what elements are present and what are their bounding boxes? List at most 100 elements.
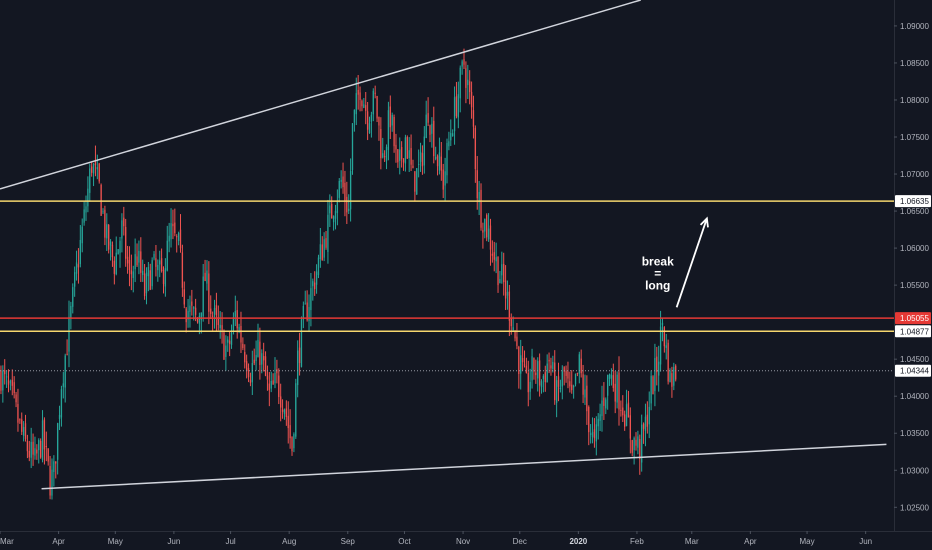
time-tick-label: May [799, 537, 814, 546]
annotation-long: long [645, 278, 670, 292]
candle-body [60, 389, 63, 418]
candle-body [599, 414, 601, 421]
candle [351, 123, 354, 175]
candle-body [523, 364, 526, 366]
candle [667, 339, 669, 385]
candle-body [421, 153, 424, 167]
candle [225, 335, 227, 371]
candle-body [578, 354, 580, 374]
candle [608, 373, 611, 386]
candle-body [51, 469, 53, 496]
price-tick-label: 1.02500 [900, 503, 929, 512]
candle-body [620, 409, 622, 411]
candle [270, 371, 272, 393]
candle [283, 408, 286, 420]
candle [455, 81, 458, 119]
candle [389, 95, 391, 139]
candle [170, 208, 172, 248]
time-tick-label: 2020 [569, 537, 587, 546]
candle [406, 135, 408, 159]
candle-body [646, 414, 649, 427]
candle-body [143, 273, 146, 297]
candle [302, 301, 305, 329]
candle-body [452, 133, 454, 137]
candle-body [315, 271, 318, 285]
candle-body [486, 214, 488, 238]
candle [595, 416, 597, 456]
candle [281, 399, 284, 419]
candle-body [300, 319, 303, 367]
candle [89, 163, 91, 202]
candle [614, 370, 616, 414]
candle [571, 370, 573, 394]
candle [504, 265, 507, 311]
candle [654, 343, 656, 407]
candle [187, 299, 189, 328]
candle-body [7, 380, 10, 385]
candle-body [349, 170, 352, 210]
candle-body [232, 317, 235, 331]
candle-body [595, 424, 597, 442]
candle [306, 290, 308, 322]
candle [572, 384, 575, 399]
candle-body [295, 383, 297, 437]
candle-body [2, 370, 4, 391]
candle-body [257, 339, 259, 357]
candle-body [514, 330, 516, 339]
candle [557, 362, 560, 402]
candle [372, 88, 374, 122]
trendlines-layer [0, 0, 887, 490]
candle-body [591, 431, 594, 437]
candle [160, 248, 163, 273]
candle-body [238, 327, 240, 332]
candle [100, 183, 102, 216]
candle-body [582, 374, 584, 395]
candle-body [504, 280, 507, 299]
candle [113, 256, 116, 285]
time-axis[interactable]: Mar Apr May Jun Jul Aug Sep Oct Nov Dec 2020 Feb Mar… [0, 531, 932, 550]
candle [132, 265, 134, 293]
candle-body [453, 97, 456, 132]
candle-body [312, 281, 314, 287]
candle-body [34, 448, 36, 456]
candle [591, 417, 594, 444]
candle-body [297, 350, 299, 385]
candle [521, 346, 524, 371]
candle-body [56, 423, 59, 460]
candle [433, 106, 435, 164]
candle [174, 208, 176, 237]
candle-body [400, 147, 403, 159]
candle-body [372, 90, 374, 115]
candle-body [605, 399, 607, 409]
candle-body [191, 301, 193, 306]
candle-body [259, 341, 261, 366]
candle-body [493, 252, 495, 260]
candle-body [79, 239, 81, 265]
candle [605, 397, 607, 415]
candle [234, 295, 236, 327]
candle [410, 134, 412, 172]
candle [213, 299, 216, 329]
price-axis[interactable]: 1.09000 1.08500 1.08000 1.07500 1.07000 1.065… [894, 0, 932, 550]
candle [108, 223, 110, 254]
candle-body [149, 270, 151, 290]
candle [2, 365, 4, 403]
candle [353, 109, 356, 132]
candle [13, 376, 15, 399]
candle-body [234, 310, 236, 317]
candle-body [382, 153, 384, 158]
trendline-lower[interactable] [41, 443, 887, 490]
trendline-upper[interactable] [0, 0, 641, 190]
candle-body [414, 171, 416, 192]
candle [64, 353, 66, 403]
time-tick-label: Dec [513, 537, 527, 546]
candle-body [179, 229, 182, 249]
candle-body [487, 228, 490, 240]
candle [236, 300, 238, 339]
candle [85, 195, 87, 221]
candle [126, 245, 129, 274]
candle [219, 311, 221, 339]
candle-body [520, 355, 522, 374]
candle-body [410, 148, 412, 165]
